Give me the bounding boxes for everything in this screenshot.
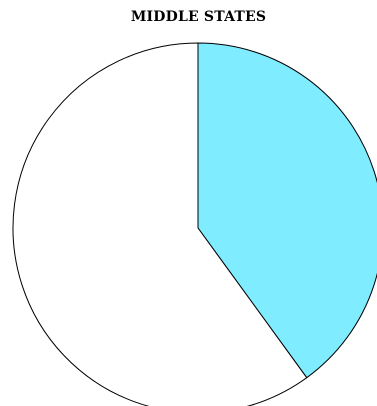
pie-slices (12, 42, 377, 406)
chart-title: MIDDLE STATES (130, 9, 267, 25)
pie-slice-1 (197, 42, 377, 379)
pie-slice-2 (12, 42, 308, 406)
